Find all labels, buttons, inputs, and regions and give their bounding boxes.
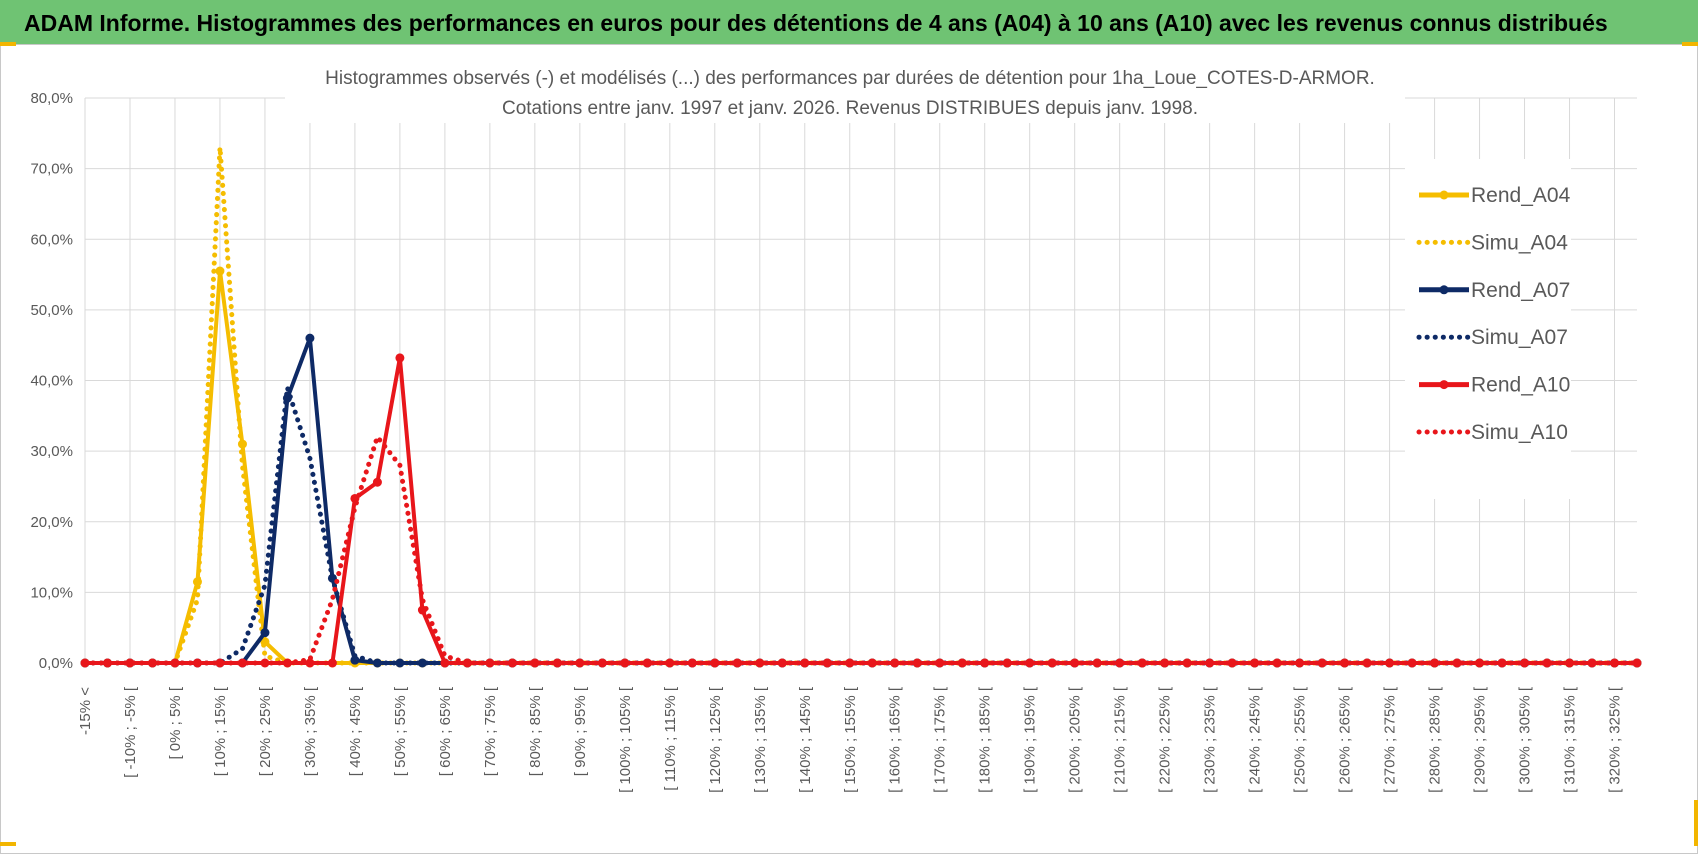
chart-subtitle: Cotations entre janv. 1997 et janv. 2026… (502, 98, 1198, 119)
series-line-simu-a10 (82, 434, 1640, 666)
x-tick-label: [ 30% ; 35% [ (302, 686, 319, 776)
y-tick-label: 70,0% (30, 161, 73, 178)
data-point-rend-a10 (732, 658, 742, 668)
x-tick-label: [ 40% ; 45% [ (347, 686, 364, 776)
data-point-rend-a10 (935, 658, 945, 668)
data-point-rend-a10 (1632, 658, 1642, 668)
x-tick-label: [ 310% ; 315% [ (1562, 686, 1579, 793)
chart-title: Histogrammes observés (-) et modélisés (… (325, 68, 1375, 89)
data-point-rend-a10 (1542, 658, 1552, 668)
x-tick-label: -15% < (77, 687, 94, 735)
legend-marker-rend-a10 (1439, 380, 1449, 390)
legend-background (1405, 159, 1571, 499)
x-tick-label: [ 230% ; 235% [ (1202, 686, 1219, 793)
y-tick-label: 60,0% (30, 231, 73, 248)
x-tick-label: [ 150% ; 155% [ (842, 686, 859, 793)
x-tick-label: [ 210% ; 215% [ (1112, 686, 1129, 793)
y-tick-label: 80,0% (30, 90, 73, 107)
x-tick-label: [ -10% ; -5% [ (122, 686, 139, 778)
data-point-rend-a10 (372, 477, 382, 487)
x-tick-label: [ 290% ; 295% [ (1472, 686, 1489, 793)
x-tick-label: [ 20% ; 25% [ (257, 686, 274, 776)
x-tick-label: [ 50% ; 55% [ (392, 686, 409, 776)
x-tick-label: [ 270% ; 275% [ (1382, 686, 1399, 793)
y-tick-label: 30,0% (30, 443, 73, 460)
series-line-simu-a07 (82, 385, 1640, 666)
legend-label-simu-a04: Simu_A04 (1471, 231, 1568, 254)
x-tick-label: [ 260% ; 265% [ (1337, 686, 1354, 793)
legend-label-simu-a07: Simu_A07 (1471, 326, 1568, 349)
legend-label-rend-a04: Rend_A04 (1471, 184, 1571, 207)
corner-marker-bottom-right (1694, 800, 1698, 846)
x-tick-label: [ 280% ; 285% [ (1427, 686, 1444, 793)
data-point-rend-a07 (417, 658, 427, 668)
x-tick-label: [ 300% ; 305% [ (1517, 686, 1534, 793)
y-tick-label: 0,0% (39, 655, 73, 672)
data-point-rend-a10 (125, 658, 135, 668)
x-tick-label: [ 120% ; 125% [ (707, 686, 724, 793)
legend-label-rend-a10: Rend_A10 (1471, 374, 1570, 397)
data-point-rend-a10 (305, 658, 315, 668)
y-tick-label: 20,0% (30, 514, 73, 531)
legend-label-simu-a10: Simu_A10 (1471, 421, 1568, 444)
data-point-rend-a07 (260, 628, 270, 638)
x-tick-label: [ 190% ; 195% [ (1022, 686, 1039, 793)
chart-title-block: Histogrammes observés (-) et modélisés (… (285, 59, 1405, 123)
x-tick-label: [ 130% ; 135% [ (752, 686, 769, 793)
x-axis-ticks: -15% < [ -10% ; -5% [ [ 0% ; 5% [ [ 10% ; 1… (77, 686, 1624, 793)
x-tick-label: [ 180% ; 185% [ (977, 686, 994, 793)
x-tick-label: [ 100% ; 105% [ (617, 686, 634, 793)
x-tick-label: [ 320% ; 325% [ (1607, 686, 1624, 793)
grid-lines (84, 97, 1637, 664)
x-tick-label: [ 70% ; 75% [ (482, 686, 499, 776)
x-tick-label: [ 80% ; 85% [ (527, 686, 544, 776)
data-point-rend-a10 (440, 658, 450, 668)
x-tick-label: [ 220% ; 225% [ (1157, 686, 1174, 793)
series-lines (80, 144, 1642, 668)
x-tick-label: [ 10% ; 15% [ (212, 686, 229, 776)
x-tick-label: [ 90% ; 95% [ (572, 686, 589, 776)
legend-label-rend-a07: Rend_A07 (1471, 279, 1570, 302)
data-point-rend-a07 (305, 333, 315, 343)
data-point-rend-a07 (350, 655, 360, 665)
chart-frame: 0,0% 10,0% 20,0% 30,0% 40,0% 50,0% 60,0% 70,0% 8… (0, 44, 1698, 854)
legend: Rend_A04 Simu_A04 Rend_A07 Simu_A07 Rend_A10… (1405, 159, 1571, 499)
x-tick-label: [ 140% ; 145% [ (797, 686, 814, 793)
x-tick-label: [ 0% ; 5% [ (167, 686, 184, 759)
series-line-rend-a04 (85, 269, 1637, 665)
y-tick-label: 40,0% (30, 373, 73, 390)
corner-marker-top-right (1682, 42, 1698, 46)
x-tick-label: [ 250% ; 255% [ (1292, 686, 1309, 793)
y-axis-ticks: 0,0% 10,0% 20,0% 30,0% 40,0% 50,0% 60,0% 70,0% 8… (30, 90, 73, 672)
data-point-rend-a10 (327, 658, 337, 668)
corner-marker-top-left (0, 42, 16, 46)
data-point-rend-a10 (395, 353, 405, 363)
data-point-rend-a04 (215, 266, 225, 276)
x-tick-label: [ 110% ; 115% [ (662, 686, 679, 791)
x-tick-label: [ 200% ; 205% [ (1067, 686, 1084, 793)
data-point-rend-a10 (237, 658, 247, 668)
data-point-rend-a10 (1137, 658, 1147, 668)
page-title: ADAM Informe. Histogrammes des performan… (0, 0, 1698, 44)
y-tick-label: 50,0% (30, 302, 73, 319)
y-tick-label: 10,0% (30, 584, 73, 601)
data-point-rend-a10 (530, 658, 540, 668)
corner-marker-bottom-left (0, 842, 16, 846)
x-tick-label: [ 170% ; 175% [ (932, 686, 949, 793)
x-tick-label: [ 60% ; 65% [ (437, 686, 454, 776)
x-tick-label: [ 160% ; 165% [ (887, 686, 904, 793)
data-point-rend-a10 (1340, 658, 1350, 668)
legend-marker-rend-a07 (1439, 285, 1449, 295)
histogram-chart: 0,0% 10,0% 20,0% 30,0% 40,0% 50,0% 60,0% 70,0% 8… (30, 59, 1642, 793)
x-tick-label: [ 240% ; 245% [ (1247, 686, 1264, 793)
legend-marker-rend-a04 (1439, 190, 1449, 200)
